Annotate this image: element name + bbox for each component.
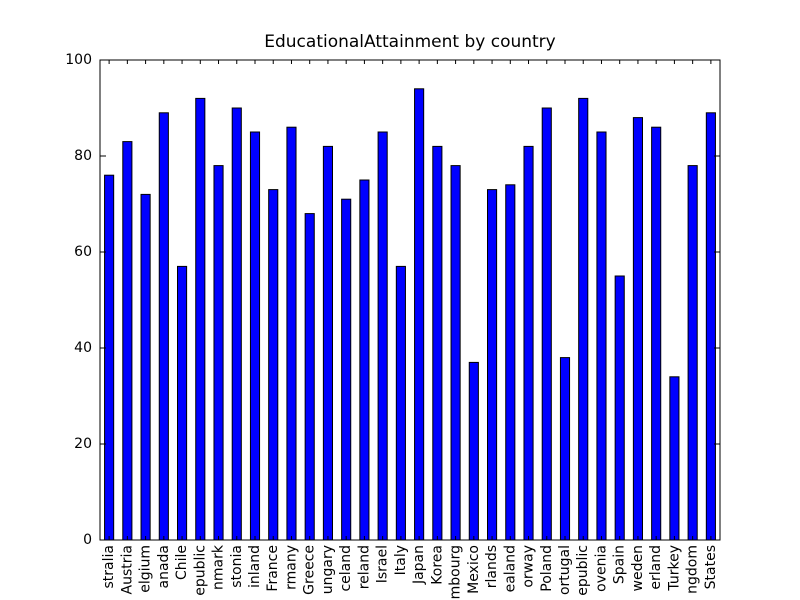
bar (541, 107, 552, 541)
plot-frame (99, 59, 721, 541)
bar (140, 193, 151, 541)
bar (377, 131, 388, 541)
bar (468, 361, 479, 541)
bar (669, 376, 680, 541)
x-tick-label: ealand (502, 545, 518, 592)
bar (487, 189, 498, 541)
x-tick-label: Turkey (666, 545, 682, 592)
x-tick-label: States (703, 545, 719, 589)
y-tick-label: 60 (74, 244, 92, 260)
bar (559, 357, 571, 541)
x-tick-label: ortugal (557, 545, 573, 595)
bar (268, 189, 279, 541)
bar (632, 117, 643, 541)
bar (249, 131, 261, 541)
x-tick-label: Chile (174, 545, 190, 580)
bar (341, 198, 352, 541)
x-tick-label: Poland (539, 545, 555, 592)
x-tick-label: epublic (192, 545, 208, 596)
bar (213, 165, 224, 541)
bar (359, 179, 370, 541)
x-tick-label: Spain (612, 545, 628, 584)
x-tick-label: ungary (320, 545, 336, 594)
y-tick-label: 80 (74, 148, 92, 164)
x-tick-label: reland (356, 545, 372, 589)
bar (432, 145, 443, 541)
x-tick-label: Israel (375, 545, 391, 583)
x-tick-label: ovenia (593, 545, 609, 592)
x-tick-label: elgium (138, 545, 154, 593)
bar (286, 126, 297, 541)
x-tick-label: Korea (429, 545, 445, 585)
x-tick-label: inland (247, 545, 263, 588)
y-tick-label: 40 (74, 340, 92, 356)
x-tick-label: Italy (393, 545, 409, 575)
y-tick-label: 20 (74, 436, 92, 452)
bar (614, 275, 625, 541)
bar (687, 165, 698, 541)
x-tick-label: epublic (575, 545, 591, 596)
y-tick-label: 0 (83, 532, 92, 548)
bar (705, 112, 716, 541)
x-tick-label: Mexico (466, 545, 482, 594)
x-tick-label: rmany (283, 545, 299, 590)
x-tick-label: nmark (211, 544, 227, 590)
x-tick-label: celand (338, 545, 354, 592)
bar (395, 265, 406, 541)
bar (304, 213, 315, 541)
chart-title: EducationalAttainment by country (264, 32, 555, 52)
bar (158, 112, 169, 541)
x-tick-label: anada (156, 545, 172, 589)
bar (122, 141, 133, 541)
bar (104, 174, 115, 541)
bar (651, 126, 662, 541)
x-tick-label: stonia (229, 545, 245, 588)
x-tick-label: stralia (101, 545, 117, 588)
bar (523, 145, 534, 541)
bar (414, 88, 425, 541)
bar (505, 184, 516, 541)
x-tick-label: orway (521, 545, 537, 588)
x-tick-label: erland (648, 545, 664, 590)
bar (322, 145, 334, 541)
bar (578, 97, 589, 541)
bar (450, 165, 461, 541)
x-tick-label: weden (630, 545, 646, 591)
y-tick-label: 100 (65, 52, 92, 68)
bar (596, 131, 607, 541)
x-tick-label: Japan (411, 545, 427, 585)
x-tick-label: mbourg (448, 545, 464, 599)
x-tick-label: Austria (119, 545, 135, 594)
x-tick-label: ngdom (685, 545, 701, 594)
bar (177, 265, 188, 541)
x-tick-label: Greece (302, 545, 318, 595)
x-tick-label: rlands (484, 545, 500, 588)
x-tick-label: France (265, 545, 281, 592)
bar (195, 97, 206, 541)
bar (231, 107, 242, 541)
